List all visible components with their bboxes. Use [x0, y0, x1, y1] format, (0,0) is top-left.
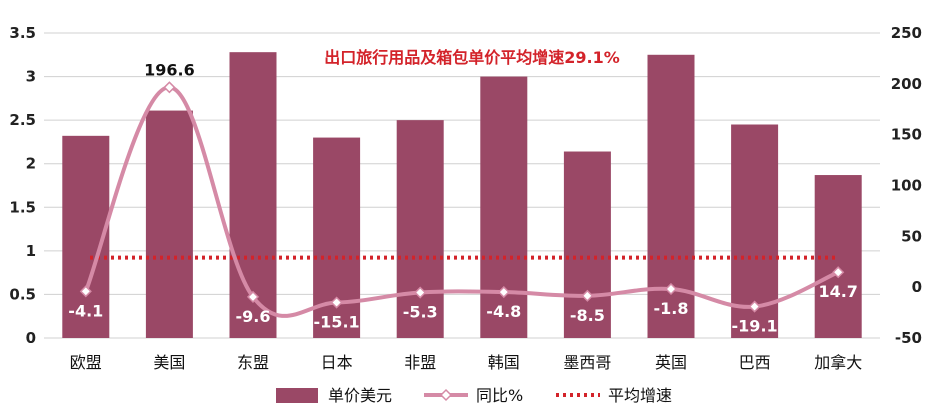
- category-label: 韩国: [488, 353, 520, 372]
- legend-swatch-marker: [439, 388, 453, 402]
- data-label: -8.5: [570, 306, 605, 325]
- right-tick-label: 250: [891, 24, 922, 42]
- right-tick-label: 200: [891, 75, 922, 93]
- right-tick-label: -50: [895, 329, 922, 347]
- yoy-marker: [581, 289, 594, 302]
- bar: [647, 54, 695, 339]
- yoy-marker: [497, 285, 510, 299]
- data-label: -9.6: [236, 307, 271, 326]
- chart-annotation: 出口旅行用品及箱包单价平均增速29.1%: [324, 48, 620, 67]
- left-tick-label: 2.5: [9, 111, 36, 129]
- left-tick-label: 3: [26, 68, 36, 86]
- left-tick-label: 1.5: [9, 198, 36, 216]
- data-label: -5.3: [403, 303, 438, 322]
- right-tick-label: 150: [891, 126, 922, 144]
- bar: [396, 120, 444, 339]
- left-tick-label: 2: [26, 155, 36, 173]
- category-label: 非盟: [404, 353, 436, 372]
- bar: [229, 52, 277, 339]
- left-tick-label: 0: [26, 329, 36, 347]
- data-label: 14.7: [818, 282, 857, 301]
- legend-label-line: 同比%: [476, 386, 523, 405]
- yoy-line-series: [79, 81, 845, 318]
- category-label: 墨西哥: [563, 353, 611, 372]
- data-label: -15.1: [314, 313, 360, 332]
- yoy-marker: [748, 300, 761, 313]
- data-label: 196.6: [144, 60, 195, 79]
- data-label: -4.1: [68, 301, 103, 320]
- bar-series: [62, 52, 862, 339]
- right-tick-label: 0: [912, 278, 922, 296]
- legend-label-bar: 单价美元: [328, 386, 392, 405]
- bar: [563, 151, 611, 338]
- yoy-marker: [163, 81, 176, 94]
- yoy-marker: [330, 296, 343, 309]
- legend: 单价美元 同比% 平均增速: [276, 386, 672, 405]
- yoy-marker: [832, 266, 845, 279]
- category-label: 巴西: [739, 353, 771, 372]
- category-label: 欧盟: [70, 353, 102, 372]
- bar: [814, 175, 862, 338]
- category-label: 英国: [655, 353, 687, 372]
- right-tick-label: 100: [891, 177, 922, 195]
- yoy-marker: [246, 290, 260, 303]
- yoy-line-path: [83, 85, 839, 318]
- data-labels: -4.1 196.6 -9.6 -15.1 -5.3 -4.8 -8.5 -1.8 -19.1 1…: [68, 60, 858, 335]
- left-tick-label: 1: [26, 242, 36, 260]
- category-label: 加拿大: [814, 353, 862, 372]
- right-axis-ticks: -50 0 50 100 150 200 250: [891, 24, 922, 347]
- data-label: -1.8: [654, 299, 689, 318]
- yoy-marker: [79, 285, 92, 298]
- legend-swatch-bar: [276, 388, 318, 403]
- yoy-marker: [414, 286, 427, 299]
- left-axis-ticks: 0 0.5 1 1.5 2 2.5 3 3.5: [9, 24, 36, 347]
- left-tick-label: 0.5: [9, 285, 36, 303]
- data-label: -4.8: [486, 302, 521, 321]
- data-label: -19.1: [732, 317, 778, 336]
- right-tick-label: 50: [901, 227, 922, 245]
- legend-label-avg: 平均增速: [608, 386, 672, 405]
- category-labels: 欧盟 美国 东盟 日本 非盟 韩国 墨西哥 英国 巴西 加拿大: [70, 353, 862, 372]
- yoy-marker: [664, 282, 678, 296]
- category-label: 日本: [321, 353, 353, 372]
- category-label: 东盟: [237, 353, 269, 372]
- left-tick-label: 3.5: [9, 24, 36, 42]
- bar: [145, 110, 193, 338]
- category-label: 美国: [153, 353, 185, 372]
- bar: [480, 76, 528, 339]
